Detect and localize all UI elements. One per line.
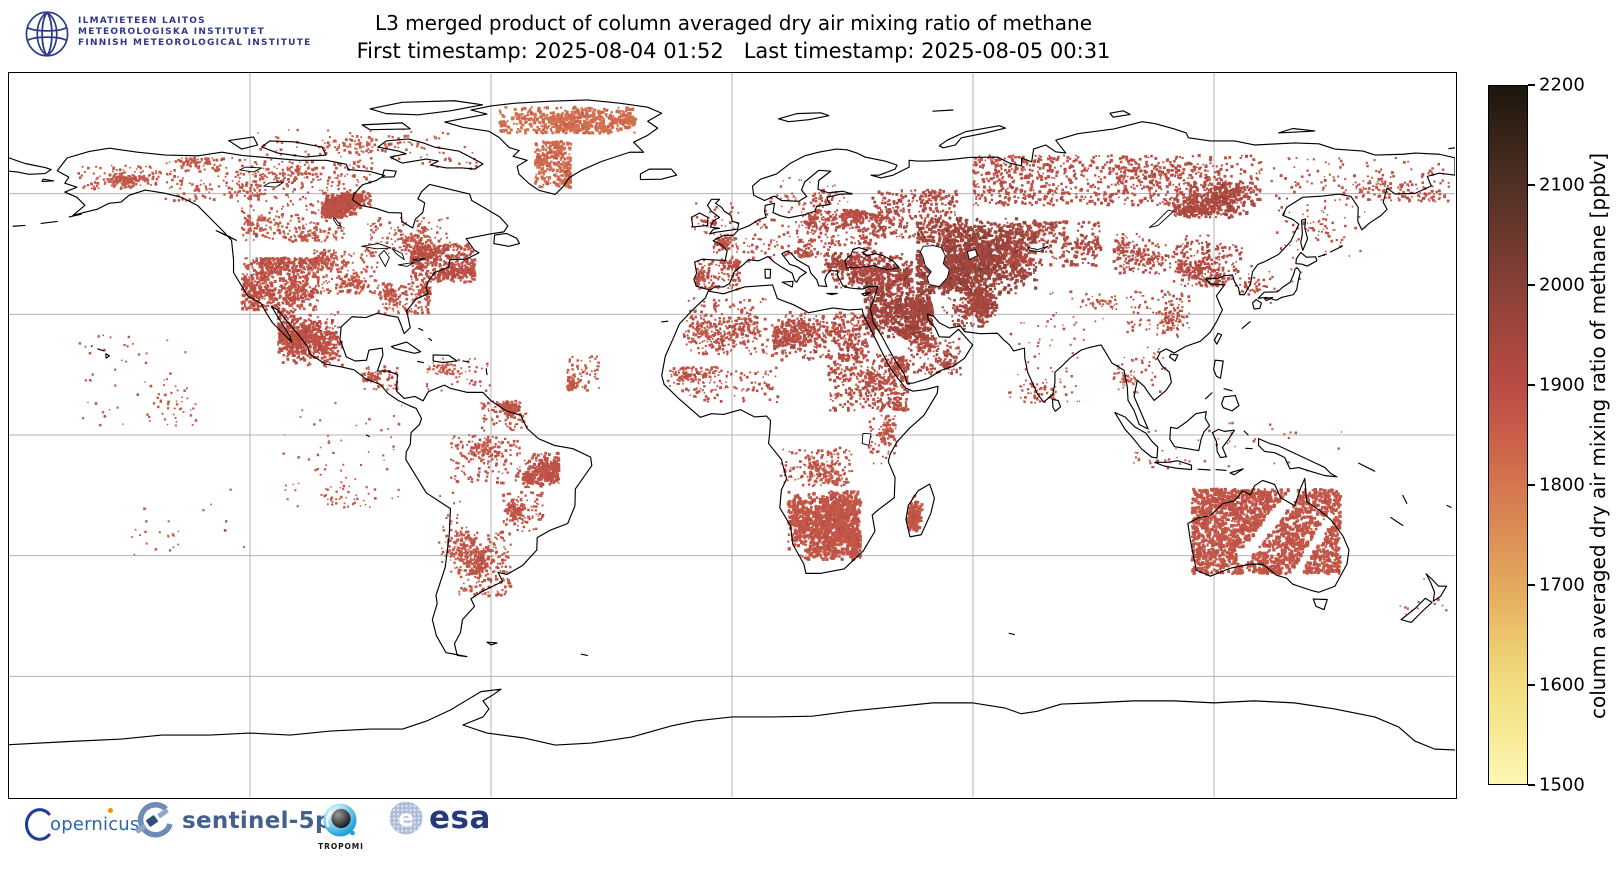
colorbar-tick-label: 2000 <box>1539 274 1585 296</box>
fmi-line-sv: METEOROLOGISKA INSTITUTET <box>78 27 265 37</box>
satellite-icon <box>135 802 173 838</box>
sentinel-5p-text: sentinel-5p <box>182 808 332 834</box>
colorbar-tick-mark <box>1528 184 1535 186</box>
world-map-canvas <box>9 73 1455 797</box>
fmi-logo <box>25 11 69 61</box>
svg-text:e: e <box>398 806 414 832</box>
colorbar-tick-label: 2100 <box>1539 174 1585 196</box>
fmi-globe-icon <box>25 11 69 57</box>
tropomi-text: TROPOMI <box>318 842 364 851</box>
colorbar-label: column averaged dry air mixing ratio of … <box>1586 152 1610 719</box>
colorbar-tick-label: 1500 <box>1539 774 1585 796</box>
colorbar <box>1488 85 1528 785</box>
colorbar-tick-mark <box>1528 584 1535 586</box>
fmi-line-en: FINNISH METEOROLOGICAL INSTITUTE <box>78 38 312 48</box>
page-title: L3 merged product of column averaged dry… <box>374 11 1093 35</box>
colorbar-tick-mark <box>1528 84 1535 86</box>
colorbar-tick-mark <box>1528 684 1535 686</box>
colorbar-tick-mark <box>1528 484 1535 486</box>
colorbar-tick-mark <box>1528 284 1535 286</box>
colorbar-tick-label: 1800 <box>1539 474 1585 496</box>
esa-logo: e esa <box>388 800 491 836</box>
copernicus-c-arc-icon <box>24 808 51 841</box>
copernicus-orange-dot-icon <box>108 808 113 813</box>
fmi-line-fi: ILMATIETEEN LAITOS <box>78 16 206 26</box>
colorbar-tick-label: 1700 <box>1539 574 1585 596</box>
esa-globe-icon: e <box>389 801 423 835</box>
colorbar-ticks: 2200 2100 2000 1900 1800 1700 1600 1500 <box>1528 75 1592 796</box>
colorbar-tick-mark <box>1528 384 1535 386</box>
map-axes <box>8 72 1457 799</box>
page-subtitle: First timestamp: 2025-08-04 01:52 Last t… <box>356 39 1111 63</box>
tropomi-globe-icon <box>323 803 357 837</box>
colorbar-tick-label: 2200 <box>1539 74 1585 96</box>
tropomi-logo: TROPOMI <box>317 802 365 851</box>
esa-text: esa <box>429 800 491 836</box>
copernicus-text: opernicus <box>50 813 140 835</box>
fmi-logo-text: ILMATIETEEN LAITOS METEOROLOGISKA INSTIT… <box>78 16 312 49</box>
colorbar-tick-label: 1900 <box>1539 374 1585 396</box>
colorbar-tick-mark <box>1528 784 1535 786</box>
colorbar-gradient <box>1489 86 1527 784</box>
copernicus-logo: opernicus <box>22 806 140 842</box>
colorbar-tick-label: 1600 <box>1539 674 1585 696</box>
sentinel-5p-logo: sentinel-5p <box>130 800 332 842</box>
